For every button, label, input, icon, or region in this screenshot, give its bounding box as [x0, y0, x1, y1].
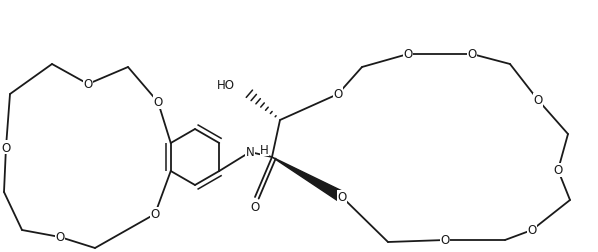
Polygon shape: [272, 158, 344, 202]
Text: N: N: [246, 146, 254, 159]
Text: O: O: [333, 88, 343, 101]
Text: O: O: [553, 164, 563, 177]
Text: O: O: [527, 224, 536, 237]
Text: HO: HO: [217, 79, 235, 92]
Text: H: H: [260, 143, 269, 156]
Text: O: O: [468, 48, 477, 61]
Text: O: O: [337, 191, 347, 204]
Text: O: O: [83, 78, 93, 91]
Text: O: O: [153, 96, 163, 109]
Text: O: O: [533, 94, 542, 107]
Text: O: O: [56, 231, 65, 243]
Text: O: O: [404, 48, 413, 61]
Text: O: O: [251, 201, 260, 214]
Text: O: O: [1, 141, 11, 154]
Text: O: O: [150, 208, 160, 220]
Text: O: O: [440, 234, 450, 246]
